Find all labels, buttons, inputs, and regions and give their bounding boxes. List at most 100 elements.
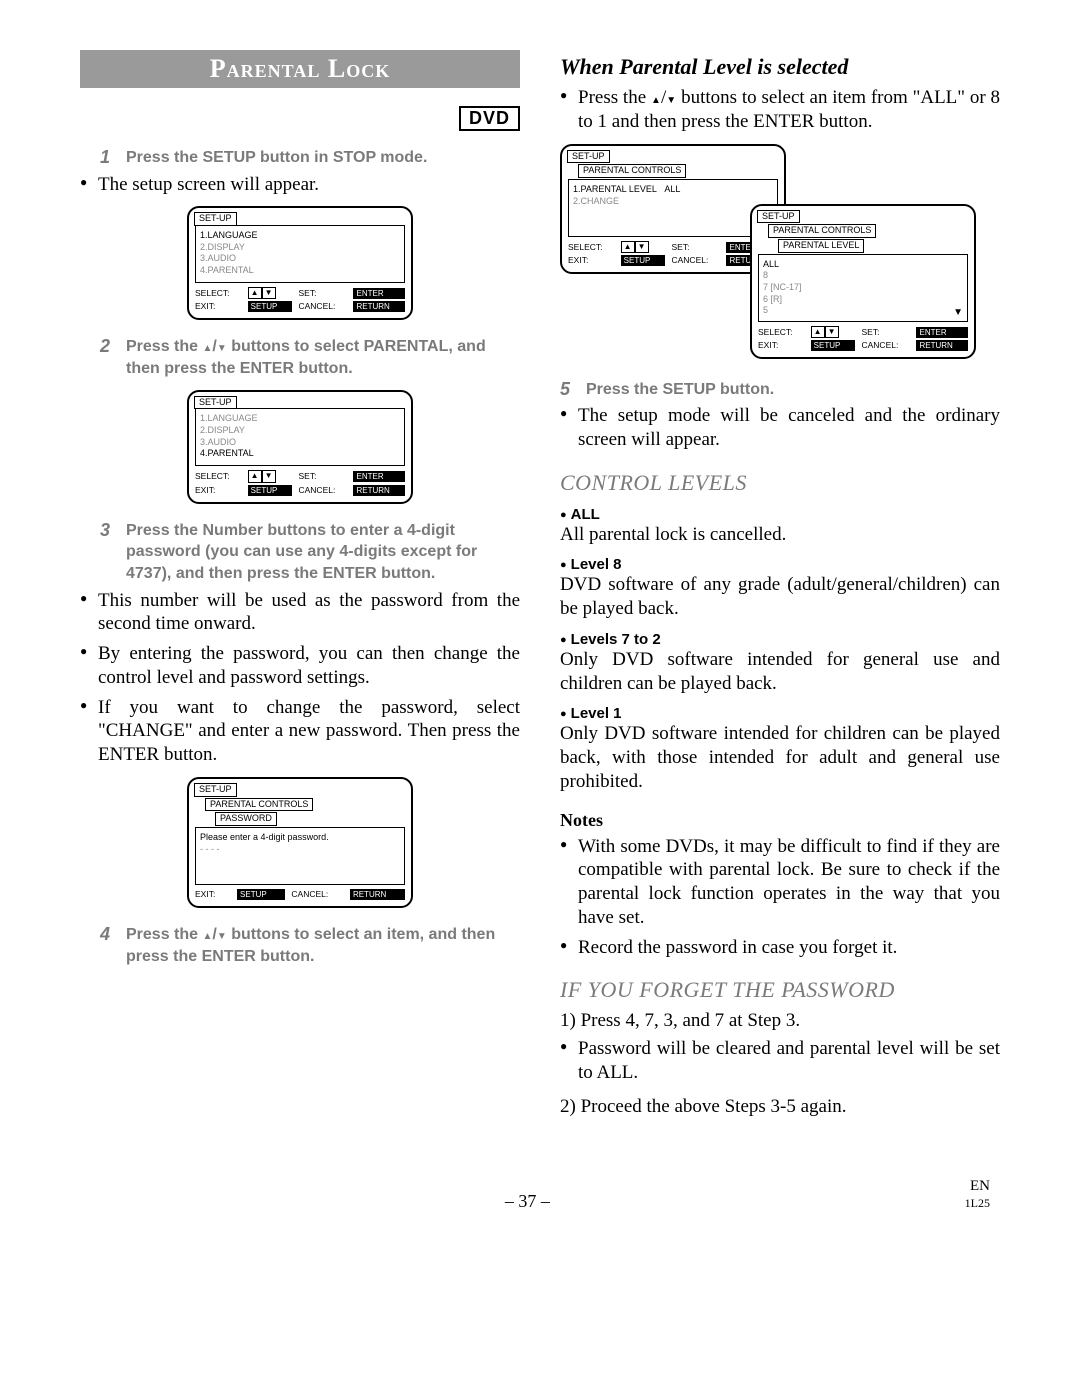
osd-line: 7 [NC-17] [763,282,963,294]
bullet: Password will be cleared and parental le… [560,1037,1000,1085]
osd-label: SELECT: [568,242,615,253]
bullet: The setup screen will appear. [80,173,520,197]
osd-password: SET-UP PARENTAL CONTROLS PASSWORD Please… [187,777,413,908]
page-body: Parental Lock DVD 1 Press the SETUP butt… [0,0,1080,1158]
osd-line: 1.LANGUAGE [200,413,400,425]
osd-tab: SET-UP [194,783,237,797]
step-4: 4 Press the / buttons to select an item,… [100,924,520,967]
osd-line: 3.AUDIO [200,437,400,449]
osd-label: SET: [671,242,720,253]
level-text: Only DVD software intended for children … [560,722,1000,793]
osd-label: EXIT: [195,889,231,900]
osd-line: ALL [763,259,963,271]
return-icon: RETURN [353,485,405,496]
bullet: If you want to change the password, sele… [80,696,520,767]
osd-label: SELECT: [195,471,242,482]
step-3: 3 Press the Number buttons to enter a 4-… [100,520,520,585]
osd-tab: SET-UP [567,150,610,164]
left-column: Parental Lock DVD 1 Press the SETUP butt… [80,50,520,1118]
osd-parental-level: SET-UP PARENTAL CONTROLS PARENTAL LEVEL … [750,204,976,360]
right-column: When Parental Level is selected Press th… [560,50,1000,1118]
level-text: Only DVD software intended for general u… [560,648,1000,696]
enter-icon: ENTER [916,327,968,338]
osd-line: 6 [R] [763,294,963,306]
numbered-item: 2) Proceed the above Steps 3-5 again. [560,1095,1000,1119]
setup-icon: SETUP [811,340,856,351]
level-label: Level 1 [560,705,1000,722]
level-label: Level 8 [560,556,1000,573]
footer-lang: EN [970,1178,990,1194]
osd-setup-1: SET-UP 1.LANGUAGE 2.DISPLAY 3.AUDIO 4.PA… [187,206,413,320]
enter-icon: ENTER [353,471,405,482]
step-text: Press the / buttons to select PARENTAL, … [126,336,520,379]
section-title: Parental Lock [80,50,520,88]
return-icon: RETURN [350,889,405,900]
osd-line: 2.DISPLAY [200,242,400,254]
osd-label: SET: [298,288,347,299]
step-number: 3 [100,520,114,585]
step-1: 1 Press the SETUP button in STOP mode. [100,147,520,169]
step-number: 4 [100,924,114,967]
enter-icon: ENTER [353,288,405,299]
osd-label: CANCEL: [298,485,347,496]
page-footer: – 37 – EN 1L25 [0,1158,1080,1242]
forget-password-heading: IF YOU FORGET THE PASSWORD [560,977,1000,1003]
osd-tab: PARENTAL CONTROLS [205,798,313,812]
osd-label: EXIT: [568,255,615,266]
control-levels-heading: CONTROL LEVELS [560,470,1000,496]
osd-line: 1.PARENTAL LEVEL ALL [573,184,773,196]
up-icon [202,926,212,943]
down-icon [666,87,676,108]
up-icon [651,87,661,108]
osd-tab: SET-UP [757,210,800,224]
osd-label: EXIT: [195,485,242,496]
step-2: 2 Press the / buttons to select PARENTAL… [100,336,520,379]
osd-label: CANCEL: [671,255,720,266]
level-label: Levels 7 to 2 [560,631,1000,648]
footer-code: 1L25 [965,1196,990,1210]
osd-line: 2.DISPLAY [200,425,400,437]
osd-line: Please enter a 4-digit password. [200,832,400,844]
return-icon: RETURN [916,340,968,351]
bullet: Record the password in case you forget i… [560,936,1000,960]
setup-icon: SETUP [237,889,285,900]
setup-icon: SETUP [621,255,666,266]
osd-label: CANCEL: [291,889,344,900]
osd-tab: PASSWORD [215,812,277,826]
bullet: Press the / buttons to select an item fr… [560,86,1000,134]
subsection-heading: When Parental Level is selected [560,54,1000,80]
osd-label: SELECT: [758,327,805,338]
osd-line: 5 [763,305,963,317]
setup-icon: SETUP [248,301,293,312]
step-text: Press the Number buttons to enter a 4-di… [126,520,520,585]
level-text: All parental lock is cancelled. [560,523,1000,547]
step-text: Press the SETUP button. [586,379,774,401]
notes-heading: Notes [560,810,1000,831]
osd-setup-2: SET-UP 1.LANGUAGE 2.DISPLAY 3.AUDIO 4.PA… [187,390,413,504]
osd-tab: PARENTAL CONTROLS [768,224,876,238]
osd-tab: PARENTAL LEVEL [778,239,864,253]
osd-pair: SET-UP PARENTAL CONTROLS 1.PARENTAL LEVE… [560,144,1000,369]
osd-line: - - - - [200,844,400,856]
step-text: Press the / buttons to select an item, a… [126,924,520,967]
setup-icon: SETUP [248,485,293,496]
osd-label: CANCEL: [298,301,347,312]
step-number: 2 [100,336,114,379]
osd-label: EXIT: [758,340,805,351]
osd-line: 8 [763,270,963,282]
dvd-badge: DVD [459,106,520,131]
step-number: 1 [100,147,114,169]
down-icon [217,926,227,943]
up-icon [202,338,212,355]
step-5: 5 Press the SETUP button. [560,379,1000,401]
osd-line: 4.PARENTAL [200,265,400,277]
osd-line: 4.PARENTAL [200,448,400,460]
numbered-item: 1) Press 4, 7, 3, and 7 at Step 3. [560,1009,1000,1033]
down-icon [953,306,963,319]
osd-line: 2.CHANGE [573,196,773,208]
down-icon [217,338,227,355]
osd-label: EXIT: [195,301,242,312]
osd-label: SET: [298,471,347,482]
osd-tab: SET-UP [194,212,237,226]
bullet: With some DVDs, it may be difficult to f… [560,835,1000,930]
